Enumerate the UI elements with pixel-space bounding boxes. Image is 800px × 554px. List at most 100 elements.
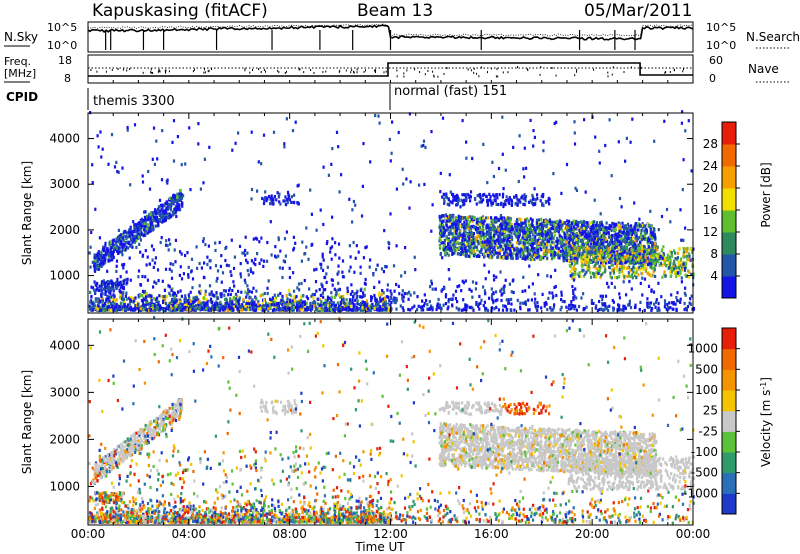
scatter-cell	[599, 294, 602, 298]
noise-panel: N.Sky 10^5 10^0 10^5 10^0 N.Search	[4, 21, 800, 53]
scatter-cell	[592, 228, 595, 232]
scatter-cell	[439, 251, 442, 256]
scatter-cell	[476, 230, 479, 234]
scatter-cell	[353, 292, 356, 296]
scatter-cell	[690, 294, 693, 298]
scatter-cell	[106, 305, 109, 309]
scatter-cell	[104, 261, 107, 265]
scatter-cell	[578, 304, 581, 309]
scatter-cell	[167, 303, 170, 308]
scatter-cell	[385, 307, 389, 311]
scatter-cell	[176, 192, 179, 196]
scatter-cell	[310, 294, 313, 298]
scatter-cell	[160, 214, 163, 218]
scatter-cell	[180, 277, 184, 281]
scatter-cell	[252, 261, 255, 265]
scatter-cell	[605, 221, 608, 225]
scatter-cell	[111, 239, 114, 243]
scatter-cell	[126, 281, 129, 285]
scatter-cell	[653, 232, 656, 236]
scatter-cell	[447, 300, 450, 304]
scatter-cell	[132, 234, 136, 238]
scatter-cell	[336, 306, 339, 310]
scatter-cell	[601, 240, 604, 244]
scatter-cell	[444, 228, 447, 232]
scatter-cell	[669, 306, 672, 310]
scatter-cell	[457, 214, 460, 218]
scatter-cell	[141, 274, 144, 279]
scatter-cell	[363, 281, 366, 285]
scatter-cell	[268, 303, 271, 307]
scatter-cell	[409, 293, 412, 297]
scatter-cell	[231, 288, 234, 293]
scatter-cell	[641, 225, 644, 229]
scatter-cell	[214, 306, 217, 311]
scatter-cell	[472, 232, 475, 236]
scatter-cell	[172, 200, 175, 204]
scatter-cell	[207, 308, 210, 312]
scatter-cell	[149, 217, 152, 221]
scatter-cell	[322, 268, 325, 272]
scatter-cell	[167, 248, 170, 252]
scatter-cell	[550, 236, 553, 240]
scatter-cell	[199, 301, 203, 305]
scatter-cell	[470, 251, 473, 255]
scatter-cell	[462, 250, 465, 254]
scatter-cell	[220, 303, 223, 307]
scatter-cell	[121, 242, 124, 247]
scatter-cell	[634, 243, 637, 247]
nave-dot	[164, 69, 166, 72]
scatter-cell	[610, 259, 613, 263]
scatter-cell	[209, 299, 212, 303]
scatter-cell	[537, 254, 540, 258]
scatter-cell	[258, 261, 261, 266]
scatter-cell	[493, 233, 496, 238]
scatter-cell	[494, 216, 497, 220]
scatter-cell	[101, 248, 104, 252]
scatter-cell	[508, 249, 511, 253]
scatter-cell	[104, 241, 107, 245]
scatter-cell	[527, 251, 530, 255]
scatter-cell	[136, 235, 139, 239]
scatter-cell	[604, 239, 608, 243]
scatter-cell	[531, 218, 534, 222]
scatter-cell	[267, 279, 270, 283]
scatter-cell	[352, 306, 355, 310]
scatter-cell	[466, 239, 469, 243]
nave-dot	[682, 70, 684, 73]
scatter-cell	[495, 275, 498, 279]
scatter-cell	[350, 308, 353, 312]
scatter-cell	[536, 301, 539, 305]
scatter-cell	[594, 232, 597, 237]
scatter-cell	[134, 225, 137, 229]
scatter-cell	[301, 294, 304, 298]
nave-dot	[142, 71, 144, 74]
scatter-cell	[142, 218, 145, 223]
scatter-cell	[263, 291, 266, 296]
scatter-cell	[467, 223, 471, 227]
scatter-cell	[111, 282, 114, 286]
scatter-cell	[107, 297, 110, 301]
scatter-cell	[552, 227, 555, 231]
scatter-cell	[593, 230, 596, 234]
scatter-cell	[510, 231, 513, 235]
scatter-cell	[456, 248, 459, 252]
scatter-cell	[670, 293, 673, 297]
scatter-cell	[178, 303, 181, 308]
scatter-cell	[127, 241, 130, 246]
scatter-cell	[467, 215, 470, 219]
scatter-cell	[180, 294, 183, 298]
scatter-cell	[303, 305, 306, 309]
scatter-cell	[525, 237, 528, 241]
scatter-cell	[192, 300, 195, 305]
scatter-cell	[459, 218, 462, 222]
scatter-cell	[480, 227, 483, 231]
scatter-cell	[462, 232, 465, 236]
scatter-cell	[233, 284, 236, 288]
scatter-cell	[155, 304, 158, 308]
scatter-cell	[149, 308, 152, 312]
nave-dot	[338, 70, 340, 73]
scatter-cell	[173, 300, 176, 304]
scatter-cell	[156, 307, 160, 311]
nave-dot	[495, 75, 497, 78]
